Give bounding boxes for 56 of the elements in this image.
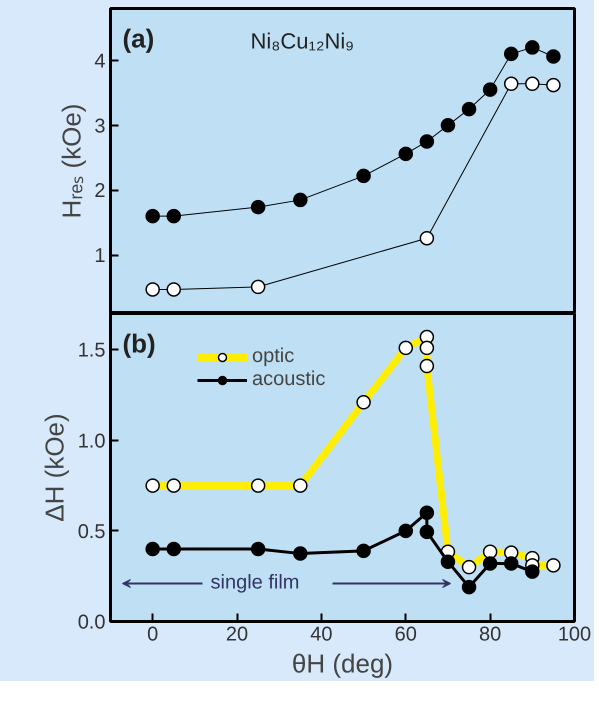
point (482, 556, 498, 571)
point (525, 40, 540, 55)
point (420, 230, 434, 246)
x-axis-title: θH (deg) (292, 648, 394, 678)
point (462, 580, 476, 594)
x-tick-label: 100 (558, 624, 592, 646)
point (546, 49, 561, 64)
point (420, 524, 434, 540)
annotation: single film (210, 572, 300, 594)
annotation: (a) (122, 24, 154, 54)
point (546, 78, 561, 92)
point (250, 542, 266, 556)
point (504, 76, 518, 92)
y-tick-label: 1.0 (78, 430, 106, 452)
point (398, 524, 414, 538)
y-tick-label: 4 (94, 50, 106, 72)
x-tick-label: 40 (310, 624, 333, 646)
point (398, 146, 414, 162)
point (293, 546, 308, 561)
point (250, 280, 266, 294)
point (356, 544, 371, 558)
y-axis-title: Hᵣₑₛ (kOe) (56, 104, 86, 218)
point (356, 168, 371, 184)
annotation: (b) (122, 328, 156, 358)
point (504, 46, 518, 62)
point (145, 542, 160, 556)
point (250, 200, 266, 214)
point (440, 554, 456, 569)
y-axis-title: ΔH (kOe) (40, 413, 70, 522)
point (166, 282, 182, 297)
point (420, 134, 434, 149)
x-tick-label: 0 (147, 624, 158, 646)
x-tick-label: 60 (394, 624, 417, 646)
point (293, 192, 308, 208)
legend-label: optic (252, 345, 294, 368)
point (462, 102, 476, 116)
annotation: Ni₈Cu₁₂Ni₉ (250, 28, 354, 54)
legend-label: acoustic (252, 368, 326, 391)
point (504, 556, 518, 571)
y-tick-label: 3 (94, 115, 106, 138)
point (420, 506, 434, 520)
x-tick-label: 80 (479, 624, 502, 646)
point (145, 282, 160, 297)
point (166, 542, 182, 556)
y-tick-label: 2 (94, 180, 106, 202)
y-tick-label: 0.5 (78, 520, 106, 543)
y-tick-label: 1 (94, 245, 106, 268)
point (525, 564, 540, 579)
y-tick-label: 1.5 (78, 340, 106, 362)
point (166, 208, 182, 224)
y-tick-label: 0.0 (78, 612, 106, 634)
point (482, 82, 498, 97)
point (145, 208, 160, 224)
x-tick-label: 20 (226, 624, 248, 646)
point (440, 118, 456, 133)
point (525, 76, 540, 92)
